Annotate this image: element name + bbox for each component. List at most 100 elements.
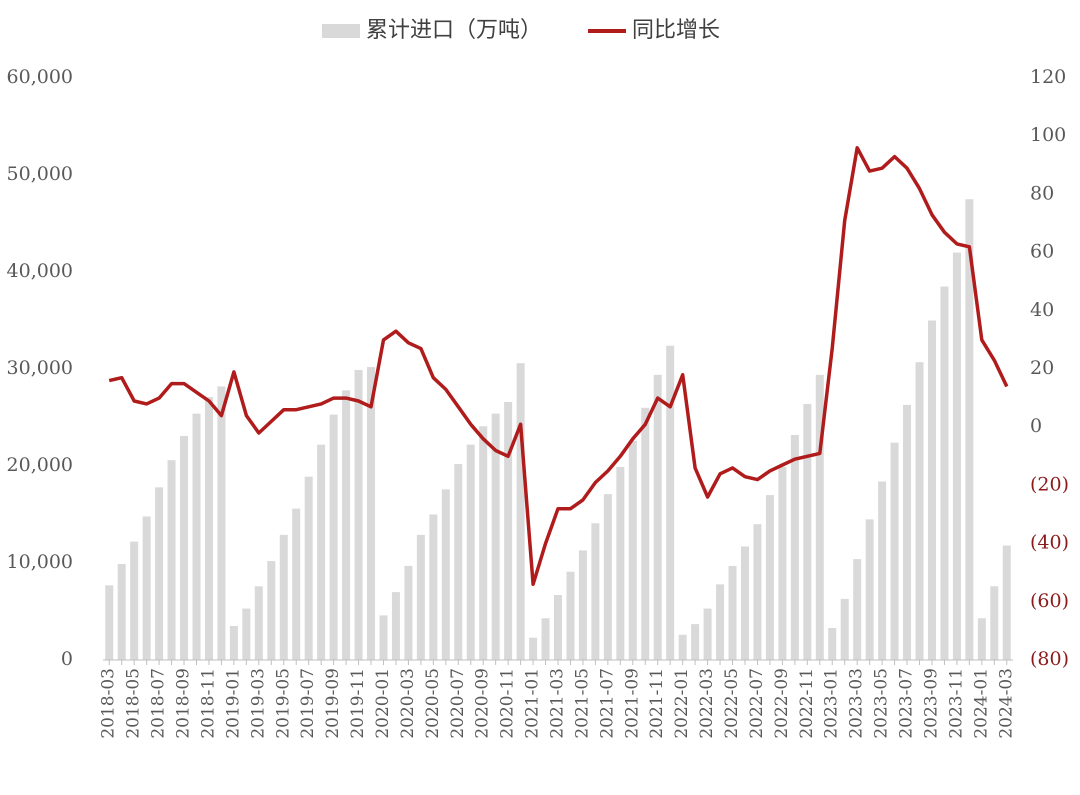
bar — [454, 464, 463, 660]
bar — [865, 519, 874, 660]
bar — [504, 401, 513, 660]
y2-tick-label: 0 — [1030, 415, 1042, 437]
x-tick-label: 2020-03 — [398, 668, 418, 739]
bar — [678, 634, 687, 660]
bar — [952, 252, 961, 660]
bar — [940, 286, 949, 660]
bar — [342, 390, 351, 660]
bar — [878, 481, 887, 660]
bar — [466, 444, 475, 660]
bar — [977, 618, 986, 660]
x-tick-label: 2021-01 — [523, 668, 543, 739]
bar — [541, 618, 550, 660]
bar — [329, 414, 338, 660]
x-tick-label: 2019-09 — [323, 668, 343, 739]
legend-label: 同比增长 — [632, 18, 720, 43]
bar — [828, 627, 837, 660]
bar — [890, 442, 899, 660]
bar — [740, 546, 749, 660]
bar — [491, 413, 500, 660]
bar — [778, 466, 787, 660]
x-tick-label: 2020-07 — [448, 668, 468, 739]
bar — [217, 386, 226, 660]
y2-tick-label: (20) — [1030, 473, 1069, 495]
x-tick-label: 2022-11 — [797, 668, 817, 739]
x-tick-label: 2022-09 — [772, 668, 792, 739]
bar — [292, 508, 301, 660]
bar — [666, 345, 675, 660]
bar — [267, 561, 276, 660]
x-tick-label: 2018-09 — [174, 668, 194, 739]
bar — [815, 374, 824, 660]
y2-tick-label: 60 — [1030, 241, 1054, 263]
y2-tick-label: 120 — [1030, 66, 1066, 88]
bar — [691, 624, 700, 660]
y-tick-label: 0 — [61, 648, 73, 670]
y2-tick-label: 20 — [1030, 357, 1054, 379]
bar — [379, 615, 388, 660]
bar — [180, 435, 189, 660]
bar — [254, 586, 263, 660]
bar — [304, 476, 313, 660]
bar — [242, 608, 251, 660]
x-tick-label: 2022-03 — [697, 668, 717, 739]
x-tick-label: 2019-03 — [248, 668, 268, 739]
bar — [1002, 545, 1011, 660]
bar — [155, 487, 164, 660]
y2-tick-label: 100 — [1030, 124, 1066, 146]
bar — [591, 523, 600, 660]
x-tick-label: 2021-07 — [597, 668, 617, 739]
bar — [566, 571, 575, 660]
bar — [554, 595, 562, 660]
x-tick-label: 2023-09 — [921, 668, 941, 739]
x-tick-label: 2022-05 — [722, 668, 742, 739]
bar — [142, 516, 151, 660]
x-tick-label: 2020-01 — [373, 668, 393, 739]
y-tick-label: 30,000 — [7, 357, 73, 379]
bar — [716, 584, 725, 660]
bar — [653, 374, 662, 660]
bar — [790, 434, 799, 660]
x-tick-label: 2023-01 — [822, 668, 842, 739]
bar — [192, 413, 201, 660]
y-tick-label: 50,000 — [7, 163, 73, 185]
y2-tick-label: 80 — [1030, 182, 1054, 204]
x-tick-label: 2019-05 — [273, 668, 293, 739]
bar — [903, 404, 912, 660]
bar — [105, 585, 114, 660]
bar — [317, 444, 326, 660]
bar — [117, 563, 126, 660]
y2-tick-label: (60) — [1030, 590, 1069, 612]
x-tick-label: 2023-11 — [946, 668, 966, 739]
y2-tick-label: (40) — [1030, 532, 1069, 554]
x-tick-label: 2018-05 — [124, 668, 144, 739]
bar — [965, 199, 974, 660]
bar — [915, 362, 924, 660]
bar — [130, 541, 139, 660]
bar — [167, 460, 176, 660]
y-tick-label: 40,000 — [7, 260, 73, 282]
bar — [840, 598, 849, 660]
x-tick-label: 2024-01 — [971, 668, 991, 739]
bar — [229, 626, 238, 660]
bar — [578, 550, 587, 660]
x-tick-label: 2023-07 — [897, 668, 917, 739]
bar — [479, 426, 488, 660]
bar — [616, 466, 625, 660]
x-tick-label: 2021-05 — [572, 668, 592, 739]
x-tick-label: 2024-03 — [996, 668, 1016, 739]
x-tick-label: 2022-07 — [747, 668, 767, 739]
bar — [853, 559, 862, 660]
x-tick-label: 2020-09 — [473, 668, 493, 739]
bar — [529, 637, 538, 660]
legend-label: 累计进口（万吨） — [366, 18, 542, 43]
line-series — [108, 146, 1009, 587]
y-tick-label: 20,000 — [7, 454, 73, 476]
bar — [628, 440, 637, 660]
x-tick-label: 2018-11 — [198, 668, 218, 739]
x-tick-label: 2022-01 — [672, 668, 692, 739]
bar — [603, 494, 612, 660]
x-tick-label: 2021-11 — [647, 668, 667, 739]
x-tick-label: 2019-07 — [298, 668, 318, 739]
